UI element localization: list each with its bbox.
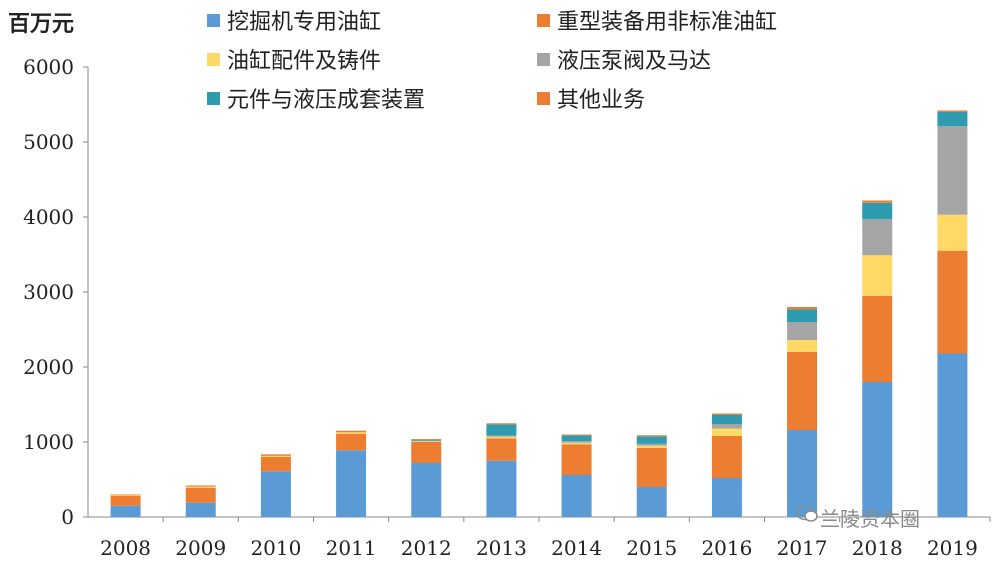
bar-segment [711,413,742,415]
y-tick-label: 3000 [23,280,74,304]
bar-segment [260,454,291,456]
bar-segment [486,435,517,437]
bar-segment [336,432,367,434]
x-tick-label: 2018 [852,536,903,560]
bar-segment [411,463,442,517]
legend-label: 重型装备用非标准油缸 [557,10,777,35]
legend-label: 元件与液压成套装置 [227,88,425,113]
watermark-text: 兰陵资本圈 [820,507,920,531]
bar-segment [185,502,216,517]
bar-segment [711,436,742,478]
x-tick-label: 2012 [401,536,452,560]
wechat-icon [796,505,818,522]
bar-segment [711,428,742,436]
bar-segment [862,255,893,296]
bar-segment [561,434,592,436]
bar-segment [411,439,442,441]
bar-segment [862,219,893,256]
bar-segment [561,444,592,475]
x-tick-label: 2014 [551,536,602,560]
x-tick-label: 2015 [626,536,677,560]
bar-segment [787,352,818,430]
bar-segment [787,322,818,340]
bar-segment [260,471,291,517]
bar-segment [185,485,216,487]
bar-segment [411,441,442,442]
bar-segment [787,307,818,310]
bar-segment [711,424,742,429]
bar-segment [937,250,968,354]
legend-label: 挖掘机专用油缸 [227,10,381,35]
y-tick-label: 1000 [23,430,74,454]
legend-swatch [537,92,550,105]
legend-swatch [207,53,220,66]
x-tick-label: 2017 [777,536,828,560]
bar-segment [486,438,517,461]
bar-segment [636,443,667,446]
y-tick-label: 2000 [23,355,74,379]
bar-segment [110,496,141,506]
y-tick-label: 4000 [23,205,74,229]
bar-segment [486,460,517,517]
bar-segment [110,505,141,517]
bar-segment [636,448,667,487]
bar-segment [787,430,818,517]
bar-segment [260,457,291,472]
x-tick-label: 2011 [326,536,377,560]
bar-segment [787,309,818,322]
legend-swatch [537,14,550,27]
x-tick-label: 2010 [250,536,301,560]
bar-segment [486,424,517,436]
bar-segment [336,430,367,433]
bar-segment [260,455,291,457]
bar-segment [636,436,667,444]
bar-segment [110,494,141,496]
bar-segment [862,202,893,220]
bar-segment [561,442,592,445]
bar-segment [336,450,367,517]
legend-swatch [207,14,220,27]
bar-segment [937,214,968,251]
y-axis-unit-label: 百万元 [8,11,75,37]
x-tick-label: 2016 [701,536,752,560]
bar-segment [636,445,667,448]
bar-segment [937,110,968,112]
bar-segment [411,439,442,440]
bar-segment [486,436,517,439]
bar-segment [110,495,141,496]
bar-segment [937,126,968,215]
x-tick-label: 2019 [927,536,978,560]
bar-segment [937,353,968,517]
bar-segment [711,415,742,424]
bar-segment [636,435,667,437]
x-tick-label: 2009 [175,536,226,560]
bar-segment [787,340,818,352]
legend-label: 油缸配件及铸件 [227,49,381,74]
legend-swatch [537,53,550,66]
bar-segment [561,441,592,443]
legend-label: 其他业务 [557,88,645,113]
y-tick-label: 6000 [23,55,74,79]
legend-label: 液压泵阀及马达 [557,49,711,74]
bar-segment [937,112,968,127]
bar-segment [561,435,592,442]
bar-segment [336,433,367,451]
x-tick-label: 2013 [476,536,527,560]
bar-segment [411,442,442,463]
y-tick-label: 0 [61,505,74,529]
bar-segment [862,295,893,382]
bar-segment [486,423,517,425]
y-tick-label: 5000 [23,130,74,154]
bar-segment [561,475,592,517]
bar-segment [411,440,442,442]
bar-segment [711,478,742,517]
bar-segment [185,487,216,503]
bar-segment [862,382,893,517]
legend-swatch [207,92,220,105]
bar-segment [185,486,216,488]
bar-segment [862,200,893,203]
bar-segment [636,487,667,517]
x-tick-label: 2008 [100,536,151,560]
